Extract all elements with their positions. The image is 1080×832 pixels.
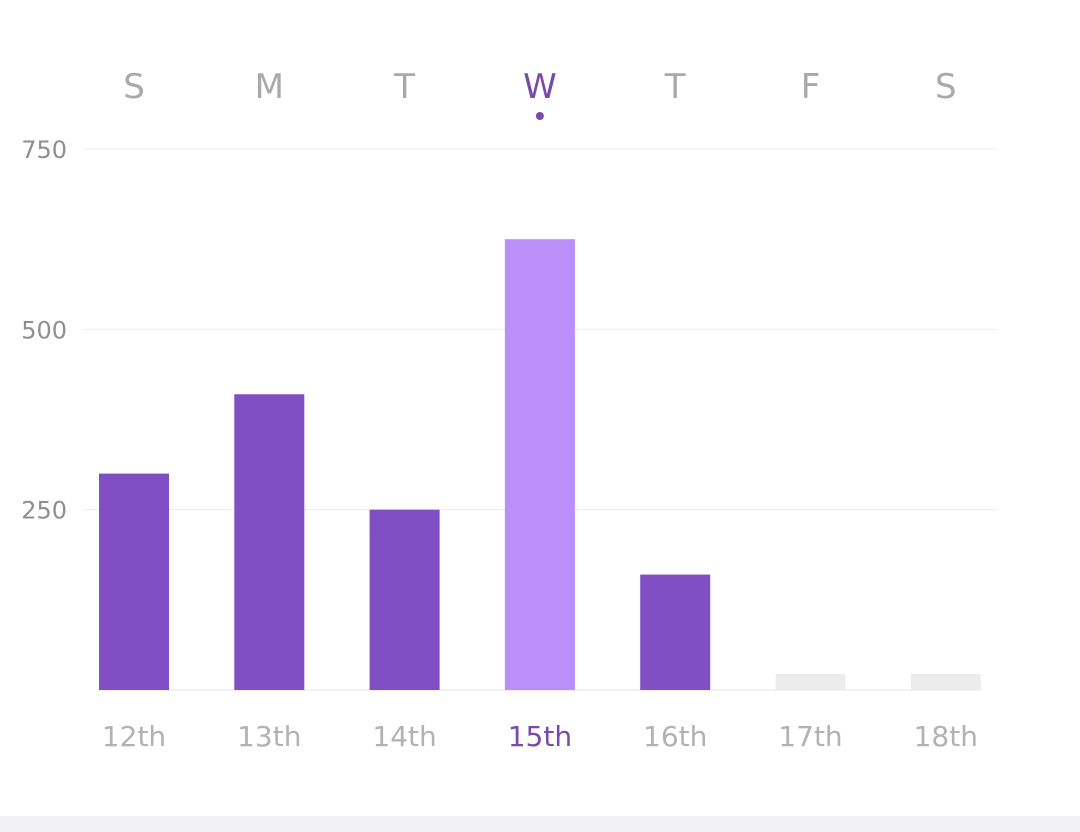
date-label-13th[interactable]: 13th <box>237 720 301 753</box>
bar-12th[interactable] <box>99 473 169 690</box>
bar-14th[interactable] <box>369 509 440 690</box>
date-labels: 12th 13th 14th 15th 16th 17th 18th <box>102 720 978 753</box>
date-label-18th[interactable]: 18th <box>914 720 978 753</box>
date-label-12th[interactable]: 12th <box>102 720 166 753</box>
date-label-15th[interactable]: 15th <box>508 720 572 753</box>
date-label-14th[interactable]: 14th <box>372 720 436 753</box>
bars <box>99 239 981 690</box>
selected-day-dot <box>535 112 544 120</box>
bar-15th[interactable] <box>504 239 575 690</box>
day-label-1[interactable]: M <box>255 67 284 107</box>
y-tick-label-750: 750 <box>21 136 67 164</box>
y-tick-label-500: 500 <box>21 316 67 344</box>
bar-16th[interactable] <box>640 574 711 690</box>
bar-placeholder-17th <box>775 674 846 690</box>
y-tick-label-250: 250 <box>21 497 67 525</box>
bar-13th[interactable] <box>234 394 305 690</box>
day-label-6[interactable]: S <box>935 67 957 107</box>
day-label-4[interactable]: T <box>664 67 686 107</box>
date-label-17th[interactable]: 17th <box>778 720 842 753</box>
bar-placeholder-18th <box>910 674 981 690</box>
bottom-strip <box>0 816 1080 832</box>
day-label-5[interactable]: F <box>801 67 821 107</box>
day-label-0[interactable]: S <box>123 67 145 107</box>
date-label-16th[interactable]: 16th <box>643 720 707 753</box>
day-label-2[interactable]: T <box>393 67 415 107</box>
day-label-3[interactable]: W <box>523 67 557 107</box>
selected-day-marker <box>535 112 544 120</box>
y-axis-ticks: 250 500 750 <box>21 136 67 525</box>
